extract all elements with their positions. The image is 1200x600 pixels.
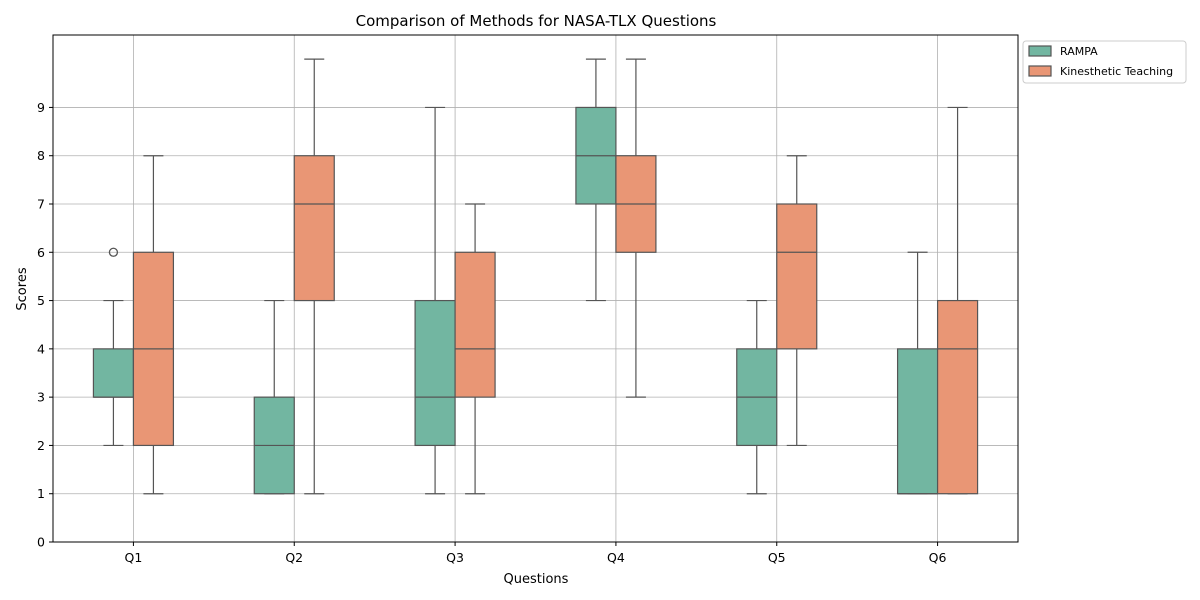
x-axis-label: Questions — [504, 572, 569, 587]
legend-swatch-rampa — [1028, 45, 1052, 57]
box-q6-rampa — [896, 251, 939, 495]
outlier-point — [108, 247, 119, 257]
y-tick-label: 7 — [37, 197, 45, 212]
y-tick-label: 4 — [37, 341, 45, 356]
y-tick-label: 3 — [37, 390, 45, 405]
box-q2-rampa — [253, 299, 295, 495]
box-q3-kinesthetic-teaching — [454, 203, 496, 495]
box-q1-kinesthetic-teaching — [132, 155, 175, 495]
box-q4-rampa — [575, 58, 617, 302]
legend-label-rampa: RAMPA — [1060, 45, 1098, 58]
iqr-box — [896, 348, 939, 495]
grid — [53, 35, 1018, 543]
legend-swatch-kinesthetic-teaching — [1028, 65, 1052, 77]
box-q5-rampa — [736, 299, 778, 495]
box-q1-rampa — [92, 247, 135, 447]
iqr-box — [936, 299, 979, 495]
y-axis-label: Scores — [15, 267, 30, 310]
y-tick-label: 0 — [37, 535, 45, 550]
iqr-box — [293, 155, 335, 302]
y-tick-label: 5 — [37, 293, 45, 308]
iqr-box — [92, 348, 135, 398]
x-tick-label: Q1 — [125, 550, 143, 565]
chart-title: Comparison of Methods for NASA-TLX Quest… — [356, 12, 717, 30]
x-tick-label: Q2 — [285, 550, 303, 565]
axes-frame — [52, 34, 1019, 543]
y-tick-label: 9 — [37, 100, 45, 115]
box-q6-kinesthetic-teaching — [936, 106, 979, 495]
legend: RAMPA Kinesthetic Teaching — [1022, 40, 1187, 84]
box-q2-kinesthetic-teaching — [293, 58, 335, 495]
legend-frame — [1022, 40, 1187, 84]
x-tick-label: Q6 — [929, 550, 947, 565]
box-q4-kinesthetic-teaching — [615, 58, 657, 398]
y-tick-label: 2 — [37, 438, 45, 453]
plot-area — [92, 58, 979, 495]
x-tick-label: Q3 — [446, 550, 464, 565]
legend-label-kinesthetic-teaching: Kinesthetic Teaching — [1060, 65, 1173, 78]
box-q5-kinesthetic-teaching — [776, 155, 818, 447]
x-tick-label: Q4 — [607, 550, 625, 565]
iqr-box — [414, 299, 456, 447]
x-tick-label: Q5 — [768, 550, 786, 565]
y-tick-label: 6 — [37, 245, 45, 260]
y-tick-label: 8 — [37, 148, 45, 163]
iqr-box — [776, 203, 818, 350]
box-q3-rampa — [414, 106, 456, 495]
axis-ticks: 0 1 2 3 4 5 6 7 8 9 Q1 Q2 Q3 Q4 Q5 Q6 — [37, 100, 946, 565]
iqr-box — [454, 251, 496, 398]
y-tick-label: 1 — [37, 486, 45, 501]
